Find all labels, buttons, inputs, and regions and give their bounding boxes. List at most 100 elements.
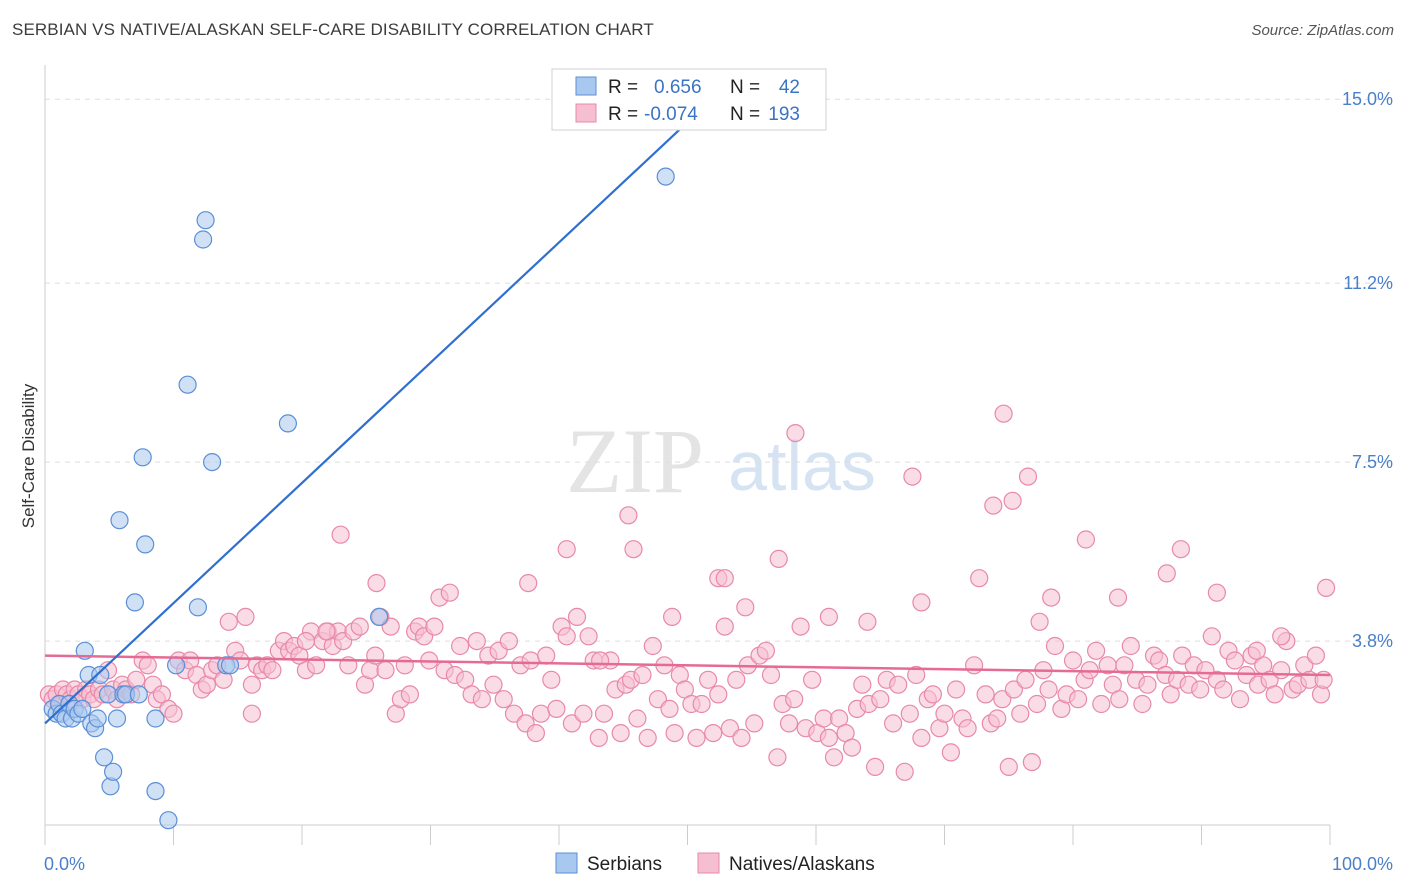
- native-point: [1039, 680, 1058, 699]
- native-point: [542, 670, 561, 689]
- x-tick-labels: 0.0% 100.0%: [44, 854, 1393, 874]
- native-point: [984, 496, 1003, 515]
- native-point: [786, 424, 805, 443]
- native-point: [307, 656, 326, 675]
- x-tick-label: 100.0%: [1332, 854, 1393, 874]
- native-point: [907, 665, 926, 685]
- native-point: [499, 631, 518, 651]
- native-point: [1133, 694, 1152, 714]
- native-point: [715, 569, 734, 588]
- native-point: [494, 690, 513, 709]
- serbian-point: [146, 781, 165, 801]
- native-point: [519, 573, 538, 593]
- native-point: [1225, 651, 1245, 670]
- serbian-point: [107, 709, 127, 728]
- serbian-point: [125, 593, 144, 612]
- native-point: [1247, 641, 1266, 660]
- serbians-points: [43, 167, 675, 830]
- native-point: [219, 612, 238, 631]
- native-point: [660, 699, 679, 719]
- native-point: [964, 656, 984, 675]
- native-point: [976, 685, 995, 704]
- native-point: [574, 704, 593, 723]
- native-point: [941, 743, 961, 762]
- native-point: [236, 607, 255, 627]
- x-tick-label: 0.0%: [44, 854, 85, 874]
- native-point: [785, 690, 804, 709]
- native-point: [317, 622, 336, 641]
- serbians-trendline: [44, 127, 682, 725]
- serbian-point: [88, 709, 107, 728]
- native-point: [814, 709, 833, 728]
- native-point: [999, 757, 1018, 777]
- native-point: [687, 728, 706, 748]
- native-point: [1157, 564, 1176, 583]
- native-point: [1092, 694, 1111, 714]
- native-point: [350, 617, 369, 636]
- legend-natives-swatch: [697, 852, 720, 874]
- legend-serbians-label: Serbians: [587, 854, 662, 875]
- native-point: [871, 690, 890, 709]
- serbian-point: [129, 685, 148, 704]
- native-point: [756, 641, 776, 660]
- native-point: [1004, 680, 1024, 699]
- y-tick-label: 3.8%: [1352, 631, 1393, 651]
- native-point: [1063, 651, 1083, 670]
- native-point: [521, 651, 540, 670]
- native-point: [1016, 670, 1035, 689]
- native-point: [865, 757, 885, 777]
- serbian-point: [159, 811, 178, 830]
- native-point: [263, 661, 282, 680]
- serbian-point: [103, 762, 123, 781]
- native-point: [970, 569, 989, 588]
- y-tick-label: 11.2%: [1343, 273, 1393, 293]
- native-point: [1171, 540, 1191, 559]
- native-point: [1115, 656, 1134, 675]
- legend-serbians-swatch: [555, 852, 578, 874]
- native-point: [1110, 690, 1129, 709]
- native-point: [242, 675, 261, 694]
- native-point: [1121, 636, 1140, 656]
- native-point: [567, 607, 587, 627]
- y-tick-labels: 3.8% 7.5% 11.2% 15.0%: [1342, 89, 1393, 651]
- native-point: [732, 728, 751, 748]
- native-point: [791, 617, 810, 636]
- native-point: [727, 670, 746, 689]
- serbian-point: [133, 448, 152, 467]
- stats-native-swatch: [575, 103, 597, 123]
- native-point: [1230, 690, 1250, 709]
- native-point: [1011, 704, 1030, 723]
- native-point: [1022, 752, 1042, 772]
- native-point: [665, 723, 684, 743]
- native-point: [912, 593, 931, 612]
- native-point: [935, 704, 954, 723]
- serbian-point: [188, 598, 207, 617]
- serbian-point: [146, 709, 165, 728]
- native-point: [1173, 646, 1192, 665]
- natives-trendline: [44, 654, 1331, 677]
- native-point: [662, 607, 682, 627]
- native-point: [648, 690, 668, 709]
- serbian-point: [370, 607, 389, 627]
- native-point: [900, 704, 919, 723]
- native-point: [624, 540, 643, 559]
- native-point: [1068, 690, 1088, 709]
- native-point: [1030, 612, 1049, 631]
- native-point: [1191, 680, 1210, 699]
- native-point: [395, 656, 414, 675]
- native-point: [779, 714, 799, 733]
- native-point: [628, 709, 647, 728]
- chart-title: SERBIAN VS NATIVE/ALASKAN SELF-CARE DISA…: [12, 20, 654, 39]
- stats-serbian-r-value: 0.656: [654, 77, 702, 98]
- y-tick-label: 7.5%: [1352, 452, 1393, 472]
- native-point: [467, 631, 486, 651]
- native-point: [769, 549, 788, 569]
- native-point: [946, 680, 966, 699]
- native-point: [1265, 685, 1284, 704]
- native-point: [1214, 680, 1233, 699]
- native-point: [331, 525, 350, 544]
- native-point: [1272, 627, 1291, 646]
- native-point: [903, 467, 922, 486]
- native-point: [912, 728, 931, 748]
